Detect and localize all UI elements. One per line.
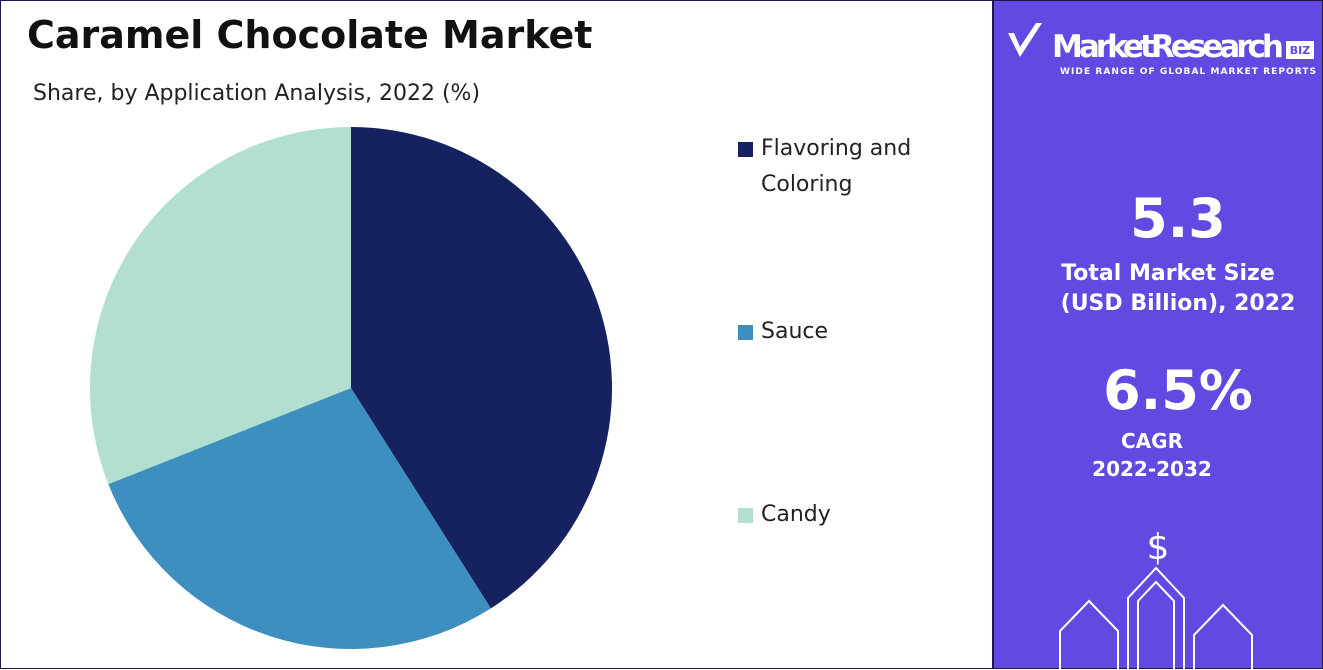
legend-swatch (738, 508, 753, 523)
pie-slice (89, 127, 352, 485)
logo-name: MarketResearch (1052, 29, 1284, 65)
pie-chart (89, 127, 612, 649)
legend-swatch (738, 325, 753, 340)
legend-label: Flavoring and Coloring (761, 136, 912, 197)
logo-badge: BIZ (1290, 44, 1310, 57)
label-line: Total Market Size (1061, 261, 1275, 286)
market-size-label: Total Market Size (USD Billion), 2022 (994, 259, 1323, 319)
logo-icon (1008, 23, 1042, 57)
legend-label: Candy (761, 502, 831, 527)
legend-item: Candy (738, 497, 958, 533)
arrows-icon (1059, 566, 1253, 670)
legend-item: Flavoring and Coloring (738, 131, 958, 203)
cagr-label: CAGR 2022-2032 (988, 427, 1316, 483)
chart-title: Caramel Chocolate Market (27, 13, 593, 57)
pie-slice (108, 388, 491, 649)
sidebar-graphics: BIZ MarketResearch WIDE RANGE OF GLOBAL … (1008, 23, 1316, 670)
legend-item: Sauce (738, 314, 958, 350)
logo-badge-bg (1286, 41, 1314, 59)
label-line: CAGR (1121, 429, 1183, 453)
sidebar: BIZ MarketResearch WIDE RANGE OF GLOBAL … (993, 0, 1323, 670)
legend-label: Sauce (761, 319, 829, 344)
chart-subtitle: Share, by Application Analysis, 2022 (%) (33, 81, 481, 106)
label-line: 2022-2032 (1092, 457, 1212, 481)
cagr: 6.5% (1103, 359, 1253, 422)
label-line: (USD Billion), 2022 (1060, 291, 1296, 316)
pie-slice (351, 127, 612, 609)
chart-panel: Caramel Chocolate Market Share, by Appli… (0, 0, 993, 669)
logo-tagline: WIDE RANGE OF GLOBAL MARKET REPORTS (1060, 67, 1316, 77)
legend-swatch (738, 142, 753, 157)
market-size: 5.3 (1130, 187, 1226, 250)
dollar-icon: $ (1147, 527, 1170, 568)
